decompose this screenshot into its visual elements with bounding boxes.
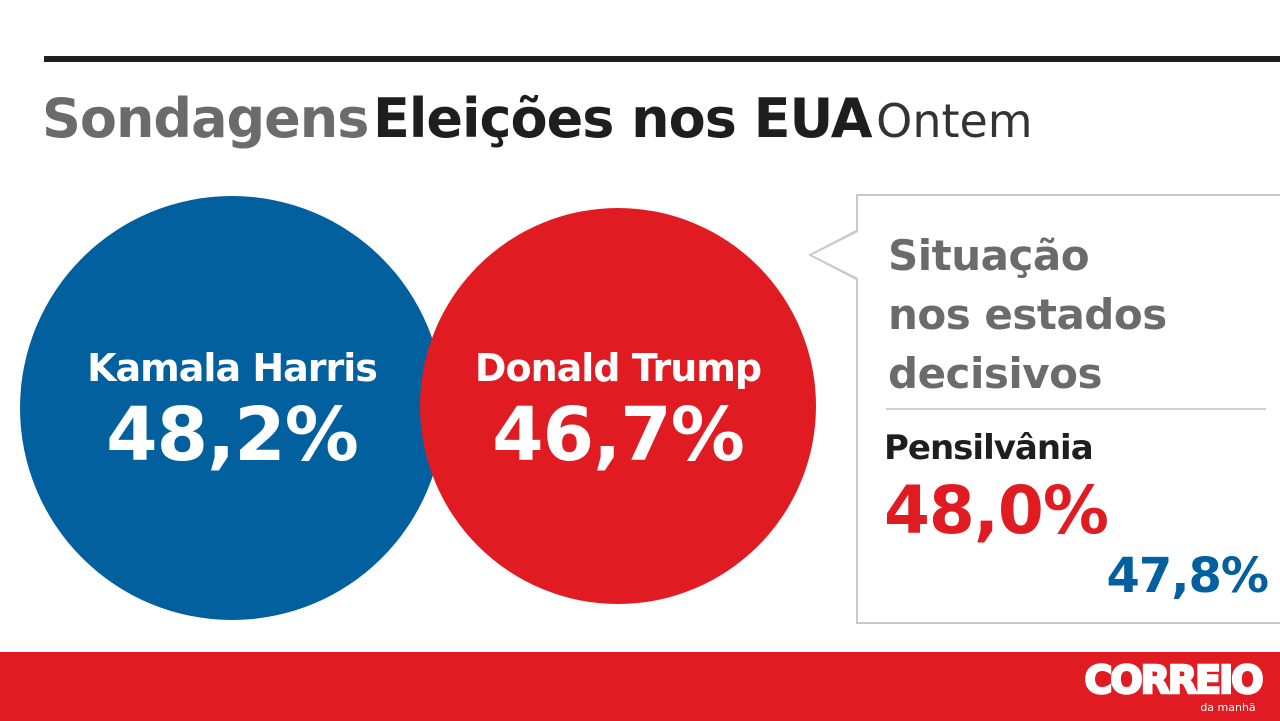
title-ontem: Ontem xyxy=(876,94,1033,148)
trump-value: 46,7% xyxy=(492,392,745,478)
state-harris-value: 47,8% xyxy=(1106,548,1269,604)
correio-da-manha-logo: CORREIO da manhã xyxy=(1078,659,1268,717)
harris-value: 48,2% xyxy=(106,392,359,478)
state-trump-value: 48,0% xyxy=(884,472,1109,549)
harris-name: Kamala Harris xyxy=(87,346,378,390)
trump-circle: Donald Trump 46,7% xyxy=(420,208,816,604)
callout-divider xyxy=(886,408,1266,410)
title-eleicoes: Eleições nos EUA xyxy=(372,87,873,150)
correio-logo-icon: CORREIO da manhã xyxy=(1083,659,1265,714)
swing-states-heading: Situação nos estados decisivos xyxy=(888,226,1218,403)
logo-brand: CORREIO xyxy=(1084,659,1262,702)
title-sondagens: Sondagens xyxy=(42,87,369,150)
harris-circle: Kamala Harris 48,2% xyxy=(20,196,444,620)
state-name-pensilvania: Pensilvânia xyxy=(884,428,1094,468)
footer-bar xyxy=(0,652,1280,721)
heading-line-1: Situação xyxy=(888,231,1090,280)
top-rule xyxy=(44,56,1280,62)
logo-brand-sub: da manhã xyxy=(1200,701,1255,714)
page-title: Sondagens Eleições nos EUA Ontem xyxy=(42,92,1033,146)
trump-name: Donald Trump xyxy=(474,346,762,390)
heading-line-2: nos estados xyxy=(888,290,1167,339)
heading-line-3: decisivos xyxy=(888,349,1102,398)
callout-pointer xyxy=(812,231,860,279)
